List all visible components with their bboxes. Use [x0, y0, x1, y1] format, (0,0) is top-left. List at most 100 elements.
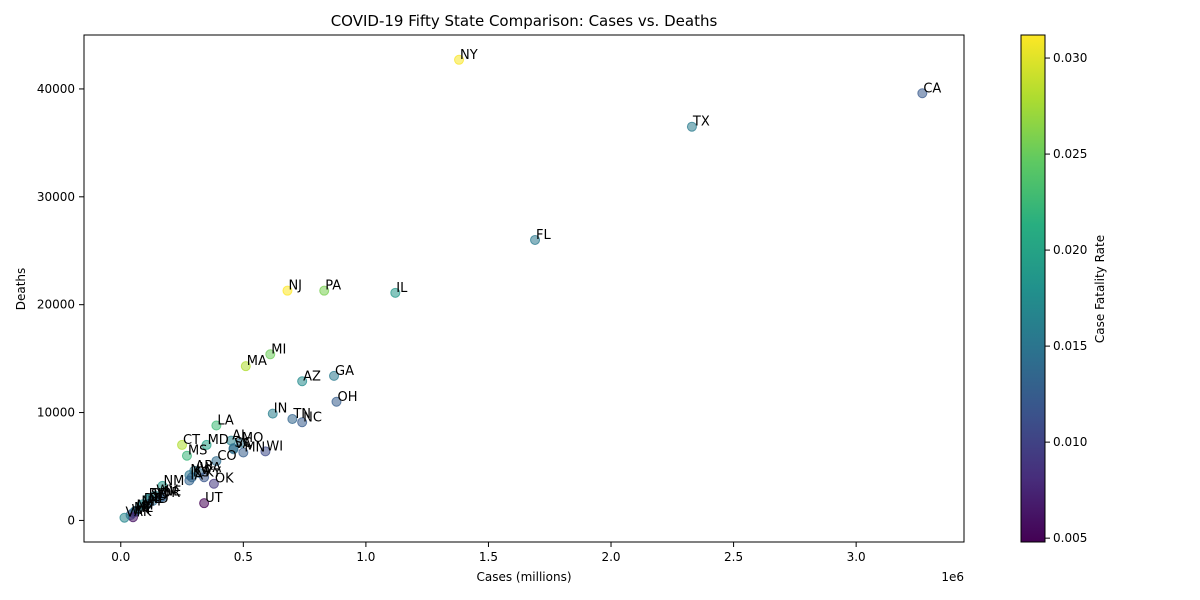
x-tick-label: 1.0 — [356, 550, 375, 564]
data-point-mo — [235, 437, 246, 448]
data-point-ok — [208, 478, 219, 489]
point-label-nc: NC — [303, 410, 322, 425]
point-label-hi: HI — [136, 500, 150, 515]
point-label-de: DE — [144, 492, 162, 507]
point-label-md: MD — [208, 433, 229, 448]
chart-title: COVID-19 Fifty State Comparison: Cases v… — [331, 12, 718, 30]
data-point-tn — [287, 414, 298, 425]
point-label-ma: MA — [247, 354, 267, 369]
data-point-il — [390, 287, 401, 298]
colorbar-label: Case Fatality Rate — [1093, 235, 1107, 343]
data-point-ct — [177, 439, 188, 450]
y-tick-label: 30000 — [37, 190, 75, 204]
point-label-wa: WA — [200, 461, 221, 476]
y-tick-label: 40000 — [37, 82, 75, 96]
point-label-mo: MO — [242, 431, 263, 446]
point-label-sd: SD — [151, 487, 169, 502]
x-tick-label: 1.5 — [479, 550, 498, 564]
data-point-az — [297, 376, 308, 387]
data-point-in — [267, 408, 278, 419]
data-point-va — [228, 444, 239, 455]
point-label-ct: CT — [183, 433, 200, 448]
point-label-or: OR — [161, 486, 180, 501]
point-label-wi: WI — [266, 439, 283, 454]
data-point-pa — [319, 285, 330, 296]
point-label-nv: NV — [190, 463, 209, 478]
data-point-nm — [157, 480, 168, 491]
point-label-me: ME — [134, 501, 153, 516]
y-tick-label: 10000 — [37, 406, 75, 420]
point-label-il: IL — [396, 281, 408, 296]
colorbar-tick-label: 0.025 — [1053, 147, 1087, 161]
data-point-nj — [282, 285, 293, 296]
point-label-ms: MS — [188, 444, 207, 459]
colorbar-tick-label: 0.015 — [1053, 339, 1087, 353]
point-label-ut: UT — [205, 491, 223, 506]
x-tick-label: 0.5 — [234, 550, 253, 564]
point-label-pa: PA — [325, 279, 341, 294]
point-label-wy: WY — [132, 503, 153, 518]
data-point-nc — [297, 417, 308, 428]
y-axis-ticks: 0 10000 20000 30000 40000 — [37, 82, 84, 527]
colorbar-tick-label: 0.005 — [1053, 531, 1087, 545]
x-tick-label: 2.5 — [724, 550, 743, 564]
point-label-nh: NH — [141, 494, 161, 509]
point-label-ri: RI — [149, 487, 162, 502]
data-point-ca — [917, 88, 928, 99]
point-label-ny: NY — [460, 48, 478, 63]
data-points — [119, 54, 928, 523]
y-axis-label: Deaths — [14, 268, 28, 311]
point-label-sc: SC — [235, 436, 252, 451]
y-tick-label: 0 — [67, 513, 75, 527]
point-label-mt: MT — [136, 499, 155, 514]
data-point-fl — [530, 234, 541, 245]
colorbar-tick-label: 0.030 — [1053, 51, 1087, 65]
data-point-md — [201, 439, 212, 450]
point-label-mi: MI — [271, 342, 286, 357]
point-label-ga: GA — [335, 364, 354, 379]
x-tick-label: 0.0 — [111, 550, 130, 564]
point-label-id: ID — [154, 489, 168, 504]
data-point-wi — [260, 446, 271, 457]
data-point-oh — [331, 396, 342, 407]
data-point-co — [211, 456, 222, 467]
colorbar-tick-label: 0.010 — [1053, 435, 1087, 449]
point-label-ne: NE — [163, 485, 181, 500]
data-point-or — [154, 492, 165, 503]
x-axis-ticks: 0.0 0.5 1.0 1.5 2.0 2.5 3.0 — [111, 542, 866, 564]
point-label-ar: AR — [195, 459, 213, 474]
point-label-az: AZ — [303, 369, 321, 384]
x-tick-label: 2.0 — [601, 550, 620, 564]
point-label-wv: WV — [156, 484, 178, 499]
data-point-ut — [199, 498, 210, 509]
point-label-ok: OK — [215, 472, 234, 487]
colorbar-ticks: 0.005 0.010 0.015 0.020 0.025 0.030 — [1045, 51, 1087, 545]
point-label-vt: VT — [125, 506, 142, 521]
point-label-ia: IA — [190, 469, 203, 484]
plot-area — [83, 34, 965, 543]
point-label-ca: CA — [923, 81, 941, 96]
point-label-co: CO — [217, 449, 236, 464]
point-label-mn: MN — [244, 440, 265, 455]
colorbar — [1020, 34, 1046, 543]
colorbar-tick-label: 0.020 — [1053, 243, 1087, 257]
point-label-nd: ND — [149, 492, 169, 507]
data-point-ia — [184, 475, 195, 486]
point-label-va: VA — [235, 437, 252, 452]
point-label-nm: NM — [163, 474, 184, 489]
data-point-ga — [329, 370, 340, 381]
point-label-tn: TN — [292, 407, 311, 422]
point-label-in: IN — [274, 402, 288, 417]
data-point-de — [137, 499, 148, 510]
data-point-ma — [240, 361, 251, 372]
point-label-tx: TX — [692, 115, 710, 130]
point-label-la: LA — [217, 413, 234, 428]
x-axis-label: Cases (millions) — [476, 570, 571, 584]
data-point-la — [211, 420, 222, 431]
data-point-mn — [238, 447, 249, 458]
x-axis-offset-label: 1e6 — [941, 570, 964, 584]
point-label-ks: KS — [193, 465, 210, 480]
point-label-ak: AK — [134, 505, 152, 520]
data-point-tx — [686, 121, 697, 132]
